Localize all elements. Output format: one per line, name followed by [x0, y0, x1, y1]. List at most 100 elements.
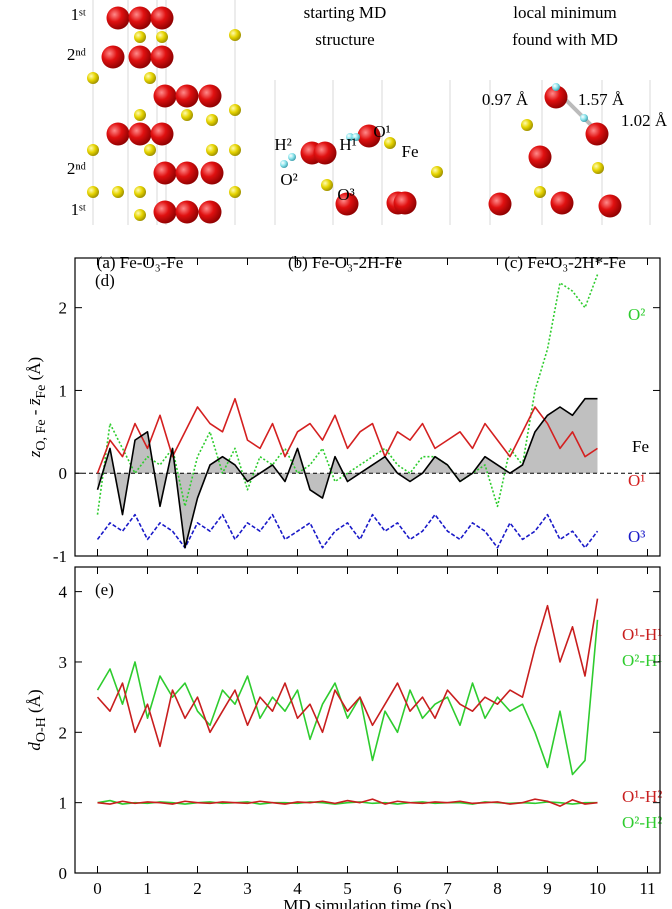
fe-atom	[144, 72, 156, 84]
h-atom	[346, 133, 354, 141]
fe-atom	[87, 144, 99, 156]
o-atom	[175, 84, 199, 108]
y-axis-title-part: d	[25, 742, 44, 751]
h-atom	[288, 153, 296, 161]
o-atom	[175, 161, 199, 185]
o-atom	[128, 45, 152, 69]
caption: (a) Fe-O₃-Fe	[97, 253, 184, 272]
o-atom	[335, 192, 359, 216]
layer-label: 1ˢᵗ	[71, 5, 86, 24]
atom-label: O¹	[373, 122, 390, 141]
y-tick-label: 4	[59, 583, 68, 602]
structures: 1ˢᵗ 2ⁿᵈ 2ⁿᵈ 1ˢᵗ starting MD structure local mi…	[67, 0, 668, 272]
o-atom	[598, 194, 622, 218]
series-line	[96, 397, 598, 549]
series-line	[97, 798, 598, 807]
o-atom	[544, 85, 568, 109]
y-axis-title: dO-H (Å)	[25, 689, 49, 750]
plot-frame	[74, 566, 661, 874]
o-atom	[198, 84, 222, 108]
series-label: O³	[628, 527, 645, 546]
o-atom	[153, 200, 177, 224]
caption: (b) Fe-O₃-2H-Fe	[288, 253, 402, 272]
fe-atom	[87, 186, 99, 198]
y-tick-label: -1	[53, 547, 67, 566]
o-atom	[198, 200, 222, 224]
o-atom	[585, 122, 609, 146]
series-label: O²-H²	[622, 813, 662, 832]
series-label: O¹-H¹	[622, 625, 662, 644]
y-tick-label: 2	[59, 299, 68, 318]
fe-atom	[112, 186, 124, 198]
layer-label: 1ˢᵗ	[71, 200, 86, 219]
series-label: O¹-H²	[622, 787, 662, 806]
fe-atom	[384, 137, 396, 149]
atom-label: Fe	[402, 142, 419, 161]
o-atom	[128, 122, 152, 146]
fe-atom	[534, 186, 546, 198]
fe-atom	[134, 31, 146, 43]
h-atom	[552, 83, 560, 91]
series-line	[96, 513, 599, 549]
atom-label: H¹	[339, 135, 356, 154]
fe-atom	[181, 109, 193, 121]
y-axis-title-part: O, Fe	[34, 419, 49, 450]
series-label: O²	[628, 305, 645, 324]
plot-area	[96, 598, 599, 807]
x-tick-label: 2	[193, 879, 202, 898]
o-atom	[393, 191, 417, 215]
x-tick-label: 4	[293, 879, 302, 898]
plot-frame	[74, 257, 661, 557]
y-axis-title-part: z	[25, 450, 44, 458]
plot-area	[75, 274, 660, 549]
panel-label: (e)	[95, 580, 114, 599]
series-label: O²-H¹	[622, 651, 662, 670]
atom-label: H²	[274, 135, 291, 154]
o-atom	[128, 6, 152, 30]
o-atom	[106, 6, 130, 30]
y-tick-label: 3	[59, 653, 68, 672]
x-tick-label: 5	[343, 879, 352, 898]
o-atom	[150, 6, 174, 30]
heading: local minimum	[513, 3, 616, 22]
y-axis-title-part: -	[25, 405, 44, 419]
x-tick-label: 8	[493, 879, 502, 898]
fe-atom	[134, 209, 146, 221]
o-atom	[153, 161, 177, 185]
x-tick-label: 11	[639, 879, 655, 898]
layer-label: 2ⁿᵈ	[67, 159, 86, 178]
series-line	[96, 274, 599, 515]
fe-atom	[229, 144, 241, 156]
heading: found with MD	[512, 30, 618, 49]
x-tick-label: 9	[543, 879, 552, 898]
y-tick-label: 1	[59, 794, 68, 813]
fe-atom	[134, 109, 146, 121]
fe-atom	[229, 29, 241, 41]
y-tick-label: 1	[59, 381, 68, 400]
o-atom	[528, 145, 552, 169]
o-atom	[550, 191, 574, 215]
panel-label: (d)	[95, 271, 115, 290]
fe-atom	[521, 119, 533, 131]
bond-label: 1.02 Å	[621, 111, 668, 130]
o-atom	[488, 192, 512, 216]
series-line	[96, 598, 599, 748]
bond-label: 0.97 Å	[482, 90, 529, 109]
fe-atom	[431, 166, 443, 178]
x-tick-label: 10	[589, 879, 606, 898]
atom-label: O²	[280, 170, 297, 189]
fe-atom	[229, 104, 241, 116]
atom-label: O³	[337, 185, 354, 204]
h-atom	[352, 133, 360, 141]
series-line	[96, 397, 598, 474]
o-atom	[200, 161, 224, 185]
o-atom	[357, 124, 381, 148]
y-axis-title-part: (Å)	[25, 689, 44, 717]
heading: structure	[315, 30, 374, 49]
o-atom	[101, 45, 125, 69]
o-atom	[150, 122, 174, 146]
o-atom	[153, 84, 177, 108]
bond-label: 1.57 Å	[578, 90, 625, 109]
